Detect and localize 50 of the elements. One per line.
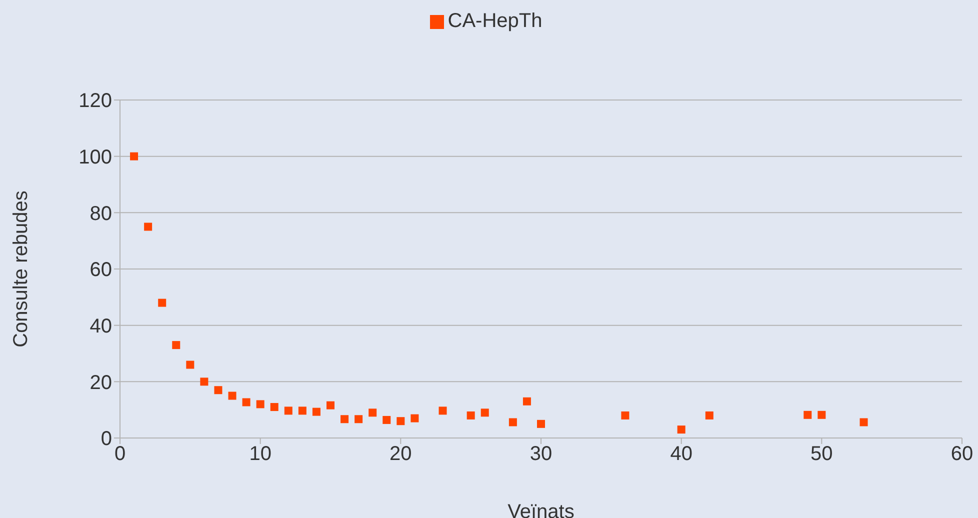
point <box>466 411 475 420</box>
point <box>312 408 320 416</box>
legend-label: CA-HepTh <box>448 10 542 32</box>
point <box>214 386 222 394</box>
point <box>818 410 826 419</box>
point <box>438 406 447 415</box>
point <box>382 416 391 424</box>
point <box>200 378 208 386</box>
point <box>804 410 812 419</box>
point <box>537 420 545 428</box>
y-tick-label: 120 <box>78 90 112 112</box>
point <box>186 360 194 369</box>
x-axis-title: Veïnats <box>508 501 574 518</box>
y-axis-title: Consulte rebudes <box>10 190 32 348</box>
point <box>242 398 250 406</box>
point <box>508 418 517 426</box>
x-tick-label: 60 <box>950 443 974 466</box>
x-tick-label: 30 <box>530 443 552 466</box>
point <box>130 152 138 160</box>
point <box>228 392 236 400</box>
y-tick-label: 100 <box>78 146 112 168</box>
point <box>677 426 686 434</box>
point <box>270 403 278 412</box>
point <box>368 408 377 417</box>
x-tick-label: 0 <box>114 443 126 466</box>
point <box>396 417 405 426</box>
point <box>340 415 349 424</box>
point <box>284 406 292 415</box>
point <box>621 411 630 420</box>
point <box>298 406 306 415</box>
point <box>158 298 166 307</box>
x-tick-label: 20 <box>390 443 412 466</box>
point <box>326 401 334 410</box>
y-tick-label: 20 <box>90 372 112 394</box>
point <box>256 400 264 408</box>
x-tick-label: 10 <box>249 443 272 466</box>
point <box>522 397 531 406</box>
point <box>144 222 152 231</box>
x-tick-label: 40 <box>670 443 692 466</box>
x-tick-label: 50 <box>810 443 833 466</box>
point <box>705 411 714 420</box>
point <box>480 408 489 417</box>
y-tick-label: 40 <box>90 315 112 338</box>
y-tick-label: 60 <box>90 259 112 282</box>
point <box>410 414 419 422</box>
point <box>172 341 180 350</box>
point <box>860 418 868 426</box>
y-tick-label: 0 <box>100 428 112 450</box>
y-tick-label: 80 <box>90 202 112 225</box>
point <box>354 415 363 424</box>
